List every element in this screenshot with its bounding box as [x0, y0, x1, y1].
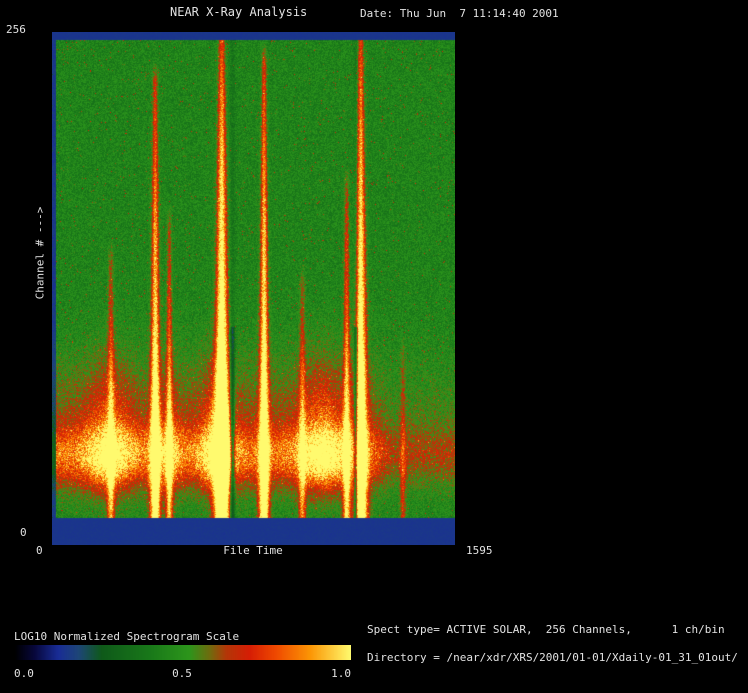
spectrogram-canvas	[52, 32, 455, 545]
colorbar-tick-max: 1.0	[331, 667, 351, 680]
colorbar-title: LOG10 Normalized Spectrogram Scale	[14, 630, 240, 643]
x-axis-title: File Time	[223, 544, 283, 557]
page-title: NEAR X-Ray Analysis	[170, 5, 308, 19]
directory-text: Directory = /near/xdr/XRS/2001/01-01/Xda…	[367, 651, 738, 664]
colorbar-tick-mid: 0.5	[172, 667, 192, 680]
colorbar-tick-min: 0.0	[14, 667, 34, 680]
x-axis-max-label: 1595	[466, 544, 493, 557]
y-axis-min-label: 0	[20, 526, 27, 539]
y-axis-title: Channel # --->	[33, 206, 47, 300]
header-date: Date: Thu Jun 7 11:14:40 2001	[360, 7, 559, 20]
colorbar-canvas	[14, 645, 351, 660]
x-axis-min-label: 0	[36, 544, 43, 557]
y-axis-max-label: 256	[6, 23, 26, 36]
spect-type-text: Spect type= ACTIVE SOLAR, 256 Channels, …	[367, 623, 725, 636]
